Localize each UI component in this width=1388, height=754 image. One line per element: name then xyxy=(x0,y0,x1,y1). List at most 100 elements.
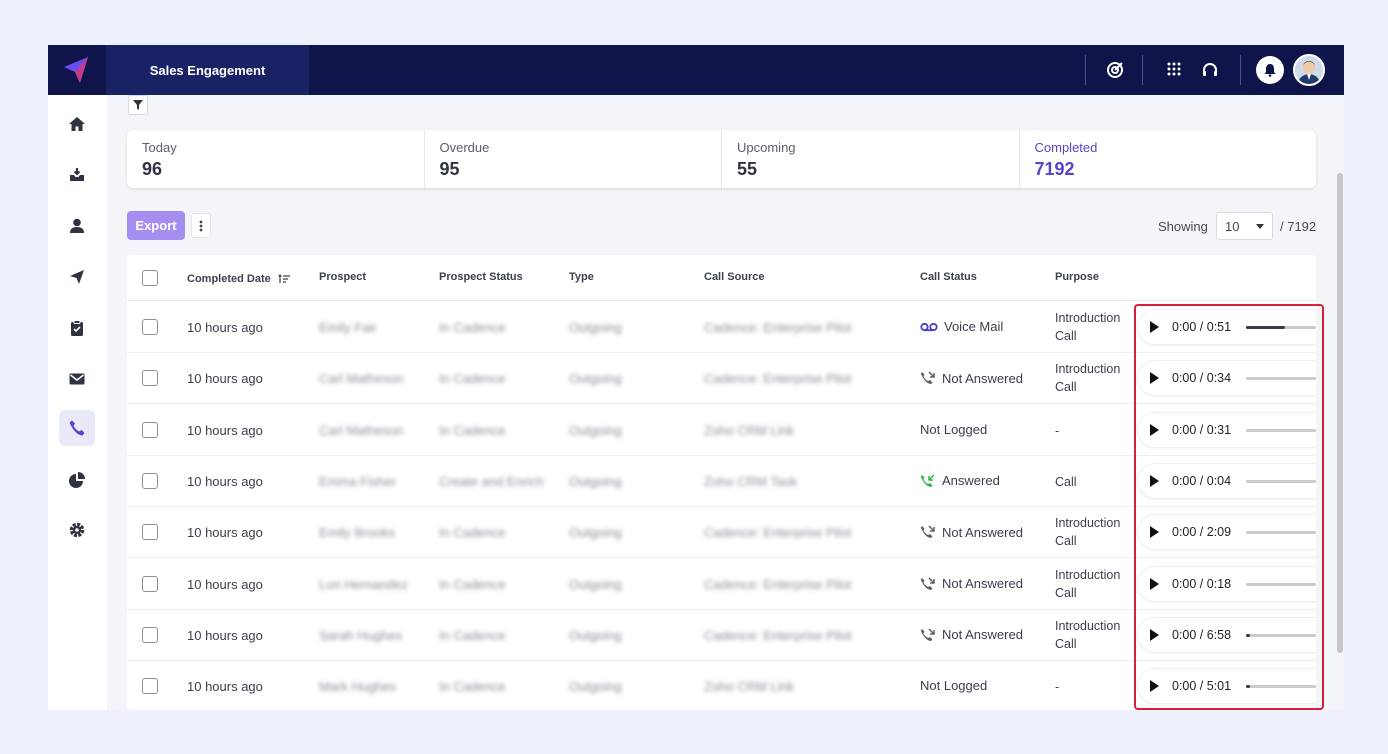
audio-progress-track[interactable] xyxy=(1246,326,1316,329)
completed-date: 10 hours ago xyxy=(187,371,263,387)
row-checkbox[interactable] xyxy=(142,575,158,592)
audio-player[interactable]: 0:00 / 0:31 xyxy=(1138,412,1316,447)
col-completed-date[interactable]: Completed Date xyxy=(187,273,290,285)
play-icon[interactable] xyxy=(1150,321,1159,333)
row-checkbox[interactable] xyxy=(142,626,158,643)
purpose-line: Introduction xyxy=(1055,311,1121,325)
audio-progress-track[interactable] xyxy=(1246,633,1316,637)
sidebar-item-inbox[interactable] xyxy=(59,157,95,193)
sidebar-item-tasks[interactable] xyxy=(59,310,95,346)
page-size-select[interactable]: 10 xyxy=(1216,212,1273,240)
sidebar-item-calls[interactable] xyxy=(59,410,95,446)
target-icon[interactable] xyxy=(1103,58,1127,82)
play-icon[interactable] xyxy=(1150,526,1159,539)
purpose-line: Call xyxy=(1055,474,1077,489)
stat-upcoming[interactable]: Upcoming 55 xyxy=(722,130,1020,188)
prospect-name[interactable]: Sarah Hughes xyxy=(319,627,403,643)
purpose-line: - xyxy=(1055,423,1060,438)
export-button[interactable]: Export xyxy=(127,211,185,240)
row-checkbox[interactable] xyxy=(142,524,158,541)
call-missed-icon xyxy=(920,524,936,540)
call-status: Not Answered xyxy=(920,627,1023,643)
stat-today[interactable]: Today 96 xyxy=(127,130,425,188)
more-options-button[interactable] xyxy=(191,213,211,238)
prospect-name[interactable]: Emily Fair xyxy=(319,320,377,335)
call-type: Outgoing xyxy=(569,320,622,335)
stat-overdue[interactable]: Overdue 95 xyxy=(425,130,722,188)
prospect-name[interactable]: Emma Fisher xyxy=(319,473,397,489)
avatar[interactable] xyxy=(1293,54,1325,86)
call-source: Zoho CRM Link xyxy=(704,422,795,438)
sidebar-item-prospects[interactable] xyxy=(59,208,95,244)
stat-completed[interactable]: Completed 7192 xyxy=(1020,130,1317,188)
audio-player[interactable]: 0:00 / 0:34 xyxy=(1138,361,1316,396)
audio-progress-track[interactable] xyxy=(1246,377,1316,381)
sidebar-item-email[interactable] xyxy=(59,361,95,397)
table-row[interactable]: 10 hours ago Emily Fair In Cadence Outgoing… xyxy=(127,302,1316,353)
table-row[interactable]: 10 hours ago Carl Matheson In Cadence Outgo… xyxy=(127,405,1316,456)
audio-progress-track[interactable] xyxy=(1246,428,1316,432)
logo-icon[interactable] xyxy=(58,53,94,87)
col-type[interactable]: Type xyxy=(569,271,594,283)
audio-player[interactable]: 0:00 / 0:04 xyxy=(1138,463,1316,498)
audio-time: 0:00 / 0:51 xyxy=(1172,320,1232,334)
divider xyxy=(1085,55,1086,85)
bell-icon[interactable] xyxy=(1256,56,1284,84)
row-checkbox[interactable] xyxy=(142,421,158,438)
audio-progress-track[interactable] xyxy=(1246,685,1316,689)
row-checkbox[interactable] xyxy=(142,370,158,387)
play-icon[interactable] xyxy=(1150,474,1159,487)
audio-player[interactable]: 0:00 / 2:09 xyxy=(1138,515,1316,550)
call-status-label: Not Answered xyxy=(942,627,1023,643)
sidebar-item-cadences[interactable] xyxy=(59,259,95,295)
select-all-checkbox[interactable] xyxy=(142,270,158,286)
scrollbar[interactable] xyxy=(1337,173,1343,653)
call-missed-icon xyxy=(920,370,936,386)
row-checkbox[interactable] xyxy=(142,678,158,695)
stat-label: Completed xyxy=(1034,140,1098,155)
row-checkbox[interactable] xyxy=(142,319,158,335)
prospect-name[interactable]: Lori Hernandez xyxy=(319,576,408,592)
play-icon[interactable] xyxy=(1150,423,1159,436)
audio-progress-track[interactable] xyxy=(1246,531,1316,535)
stat-label: Upcoming xyxy=(737,140,796,155)
sidebar-item-settings[interactable] xyxy=(59,512,95,548)
headset-icon[interactable] xyxy=(1198,58,1222,82)
sidebar-item-reports[interactable] xyxy=(59,462,95,498)
col-purpose[interactable]: Purpose xyxy=(1055,271,1100,283)
dialpad-icon[interactable] xyxy=(1162,58,1186,82)
play-icon[interactable] xyxy=(1150,680,1159,693)
app-tab-sales-engagement[interactable]: Sales Engagement xyxy=(106,45,309,95)
row-checkbox[interactable] xyxy=(142,472,158,489)
table-row[interactable]: 10 hours ago Lori Hernandez In Cadence Outg… xyxy=(127,559,1316,610)
prospect-status: In Cadence xyxy=(439,525,506,541)
col-call-source[interactable]: Call Source xyxy=(704,271,765,283)
prospect-name[interactable]: Mark Hughes xyxy=(319,679,397,695)
prospect-status: In Cadence xyxy=(439,320,506,335)
play-icon[interactable] xyxy=(1150,577,1159,590)
sidebar-item-home[interactable] xyxy=(59,106,95,142)
table-row[interactable]: 10 hours ago Emma Fisher Create and Enrich… xyxy=(127,456,1316,507)
table-row[interactable]: 10 hours ago Carl Matheson In Cadence Outgo… xyxy=(127,353,1316,405)
audio-player[interactable]: 0:00 / 6:58 xyxy=(1138,617,1316,652)
audio-player[interactable]: 0:00 / 0:51 xyxy=(1138,310,1316,344)
col-prospect-status[interactable]: Prospect Status xyxy=(439,271,523,283)
prospect-name[interactable]: Carl Matheson xyxy=(319,422,404,438)
table-row[interactable]: 10 hours ago Mark Hughes In Cadence Outgoin… xyxy=(127,661,1316,710)
table-row[interactable]: 10 hours ago Emily Brooks In Cadence Outgoi… xyxy=(127,507,1316,559)
table-row[interactable]: 10 hours ago Sarah Hughes In Cadence Outgoi… xyxy=(127,610,1316,661)
audio-progress-track[interactable] xyxy=(1246,582,1316,586)
col-call-status[interactable]: Call Status xyxy=(920,271,977,283)
call-status-label: Not Logged xyxy=(920,421,988,437)
stat-label: Overdue xyxy=(439,140,490,155)
play-icon[interactable] xyxy=(1150,372,1159,385)
filter-button[interactable] xyxy=(128,95,148,115)
prospect-name[interactable]: Carl Matheson xyxy=(319,371,404,387)
audio-progress-track[interactable] xyxy=(1246,479,1316,483)
col-prospect[interactable]: Prospect xyxy=(319,271,367,283)
prospect-name[interactable]: Emily Brooks xyxy=(319,525,395,541)
audio-player[interactable]: 0:00 / 0:18 xyxy=(1138,566,1316,601)
prospect-status: In Cadence xyxy=(439,422,506,438)
audio-player[interactable]: 0:00 / 5:01 xyxy=(1138,669,1316,704)
play-icon[interactable] xyxy=(1150,628,1159,641)
